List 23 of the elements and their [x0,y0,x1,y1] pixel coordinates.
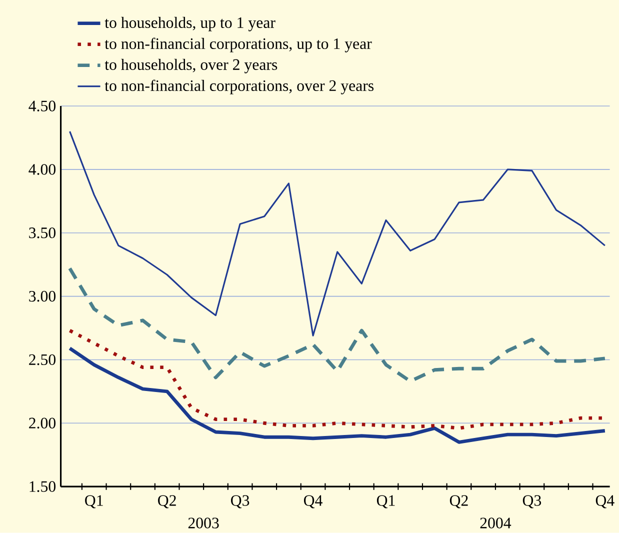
x-tick-label: Q1 [85,495,103,508]
y-tick-label: 1.50 [30,481,56,492]
y-tick-label: 4.00 [28,164,56,175]
y-tick-label: 3.50 [29,228,56,238]
legend-label: to households, up to 1 year [104,16,276,32]
text: 2003 [188,518,219,528]
x-tick-label: Q1 [376,495,395,508]
y-tick-label: 2.50 [29,354,56,366]
x-tick-label: Q4 [596,495,614,508]
x-tick-label: Q3 [231,495,250,508]
x-tick-label: Q3 [522,495,542,508]
legend-label: to non-financial corporations, up to 1 year [104,38,372,52]
y-tick-label: 3.00 [29,291,56,302]
y-tick-label: 2.00 [29,418,56,429]
line-series [68,130,606,337]
line-series [68,266,607,384]
y-tick-label: 4.50 [28,100,56,112]
x-tick-label: Q4 [304,495,322,508]
legend-label: to non-financial corporations, over 2 years [104,80,374,94]
x-tick-label: Q2 [158,495,176,508]
x-tick-label: Q2 [450,495,468,508]
legend-label: to households, over 2 years [104,58,278,74]
text: 2004 [480,518,512,528]
